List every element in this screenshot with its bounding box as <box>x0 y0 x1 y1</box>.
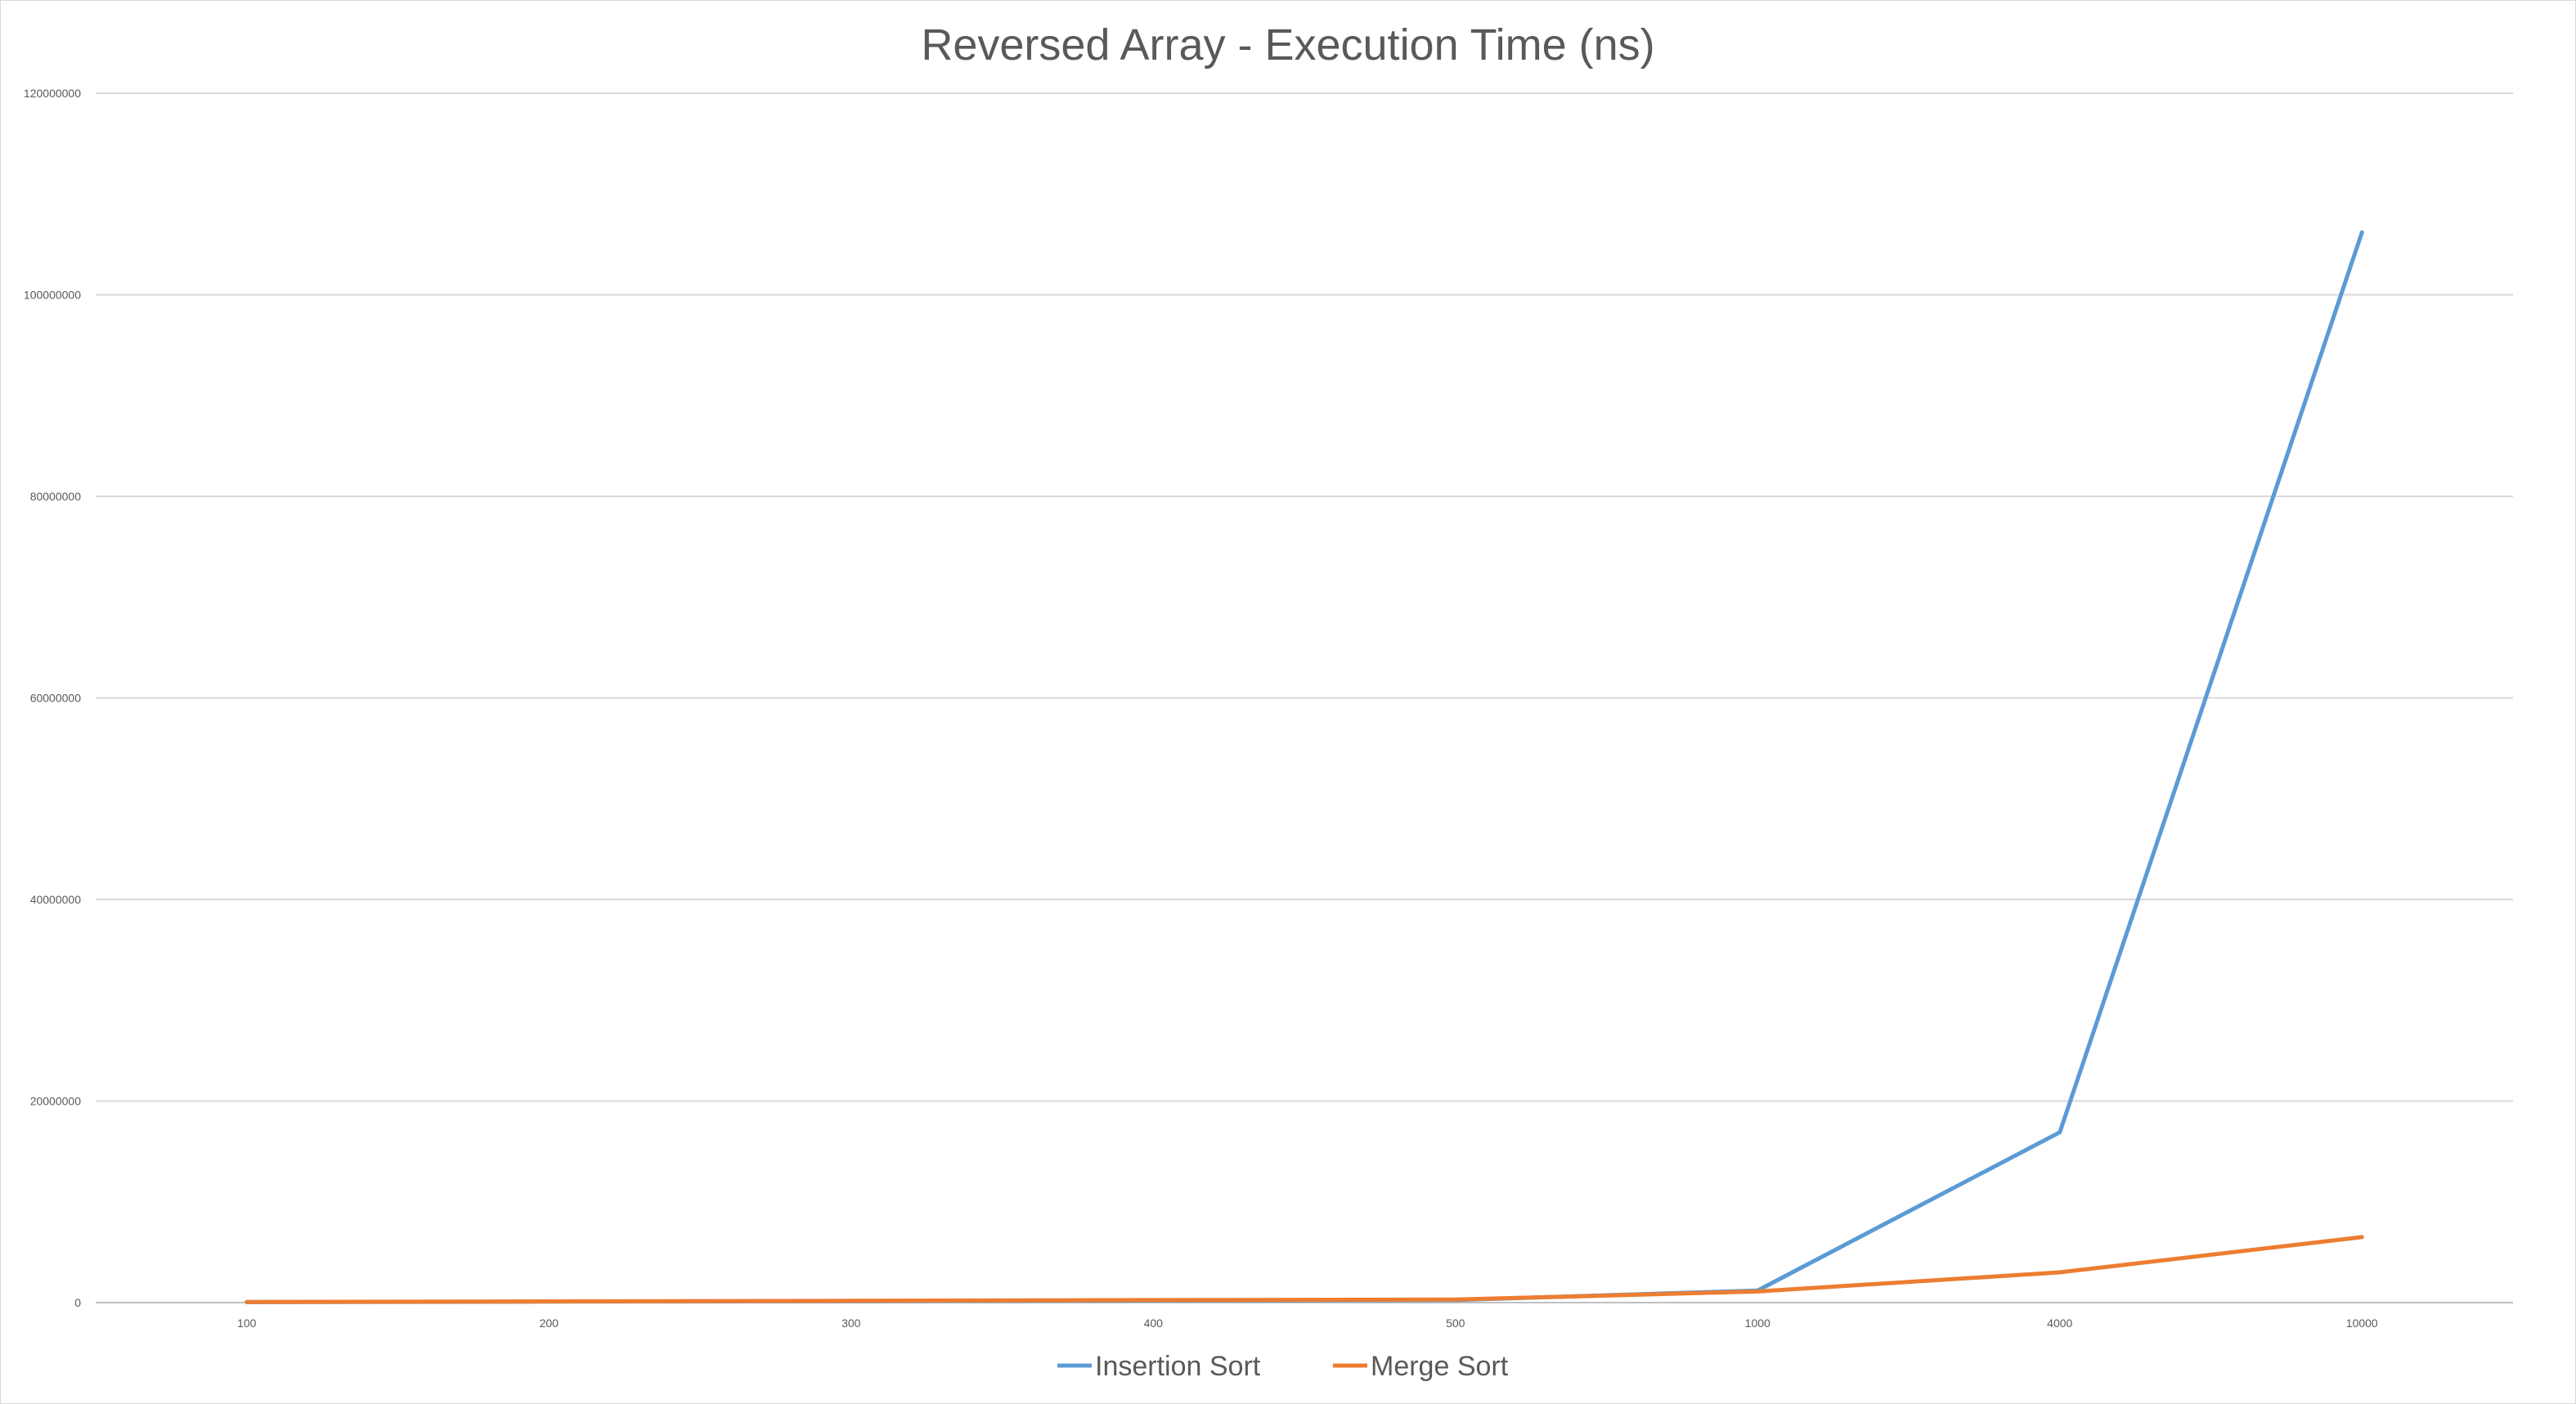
x-tick-label: 400 <box>1144 1317 1164 1330</box>
series-lines <box>245 230 2364 1304</box>
y-tick-label: 60000000 <box>30 692 82 705</box>
x-tick-label: 300 <box>841 1317 861 1330</box>
series-line-merge-sort[interactable] <box>245 1235 2364 1304</box>
y-tick-label: 100000000 <box>24 289 81 302</box>
legend-label: Merge Sort <box>1371 1351 1509 1382</box>
legend-entry[interactable]: Merge Sort <box>1333 1351 1509 1382</box>
x-tick-label: 500 <box>1446 1317 1465 1330</box>
axes: 0 20000000 40000000 60000000 80000000 1000000… <box>24 87 2513 1330</box>
gridlines <box>96 92 2513 1102</box>
y-tick-label: 80000000 <box>30 490 82 503</box>
x-tick-label: 100 <box>237 1317 257 1330</box>
series-line-insertion-sort[interactable] <box>245 230 2364 1304</box>
legend-entry[interactable]: Insertion Sort <box>1057 1351 1261 1382</box>
x-tick-label: 1000 <box>1745 1317 1770 1330</box>
x-tick-label: 10000 <box>2346 1317 2378 1330</box>
x-tick-label: 200 <box>540 1317 559 1330</box>
y-tick-label: 40000000 <box>30 893 82 906</box>
y-tick-label: 0 <box>74 1296 81 1309</box>
x-tick-label: 4000 <box>2047 1317 2072 1330</box>
legend[interactable]: Insertion Sort Merge Sort <box>1057 1351 1509 1382</box>
y-tick-label: 20000000 <box>30 1095 82 1108</box>
y-tick-label: 120000000 <box>24 87 81 100</box>
legend-label: Insertion Sort <box>1095 1351 1261 1382</box>
chart-title: Reversed Array - Execution Time (ns) <box>921 20 1654 70</box>
